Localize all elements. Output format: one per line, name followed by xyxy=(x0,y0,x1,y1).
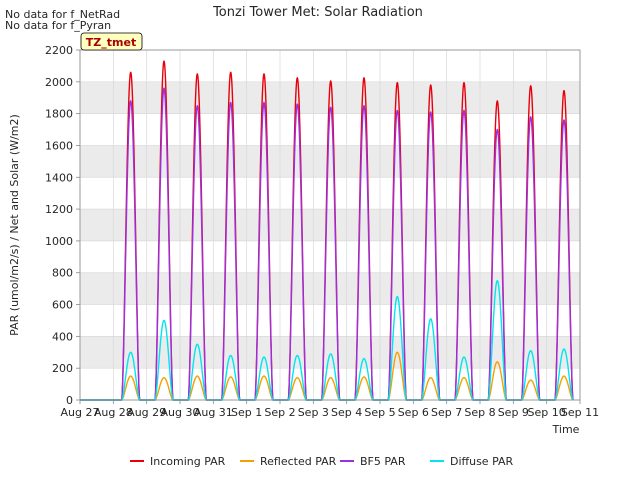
tag-label: TZ_tmet xyxy=(86,36,136,49)
note-no-data-netrad: No data for f_NetRad xyxy=(5,8,120,21)
x-tick-label: Sep 9 xyxy=(498,406,529,419)
x-tick-label: Sep 6 xyxy=(398,406,429,419)
series-lines xyxy=(80,60,574,401)
x-tick-label: Sep 7 xyxy=(431,406,462,419)
legend-label: BF5 PAR xyxy=(360,455,406,468)
x-tick-label: Aug 30 xyxy=(161,406,200,419)
x-tick-label: Aug 28 xyxy=(94,406,133,419)
y-tick-label: 2000 xyxy=(45,76,73,89)
series-line-reflected-par xyxy=(80,351,574,401)
x-tick-label: Aug 31 xyxy=(194,406,233,419)
band xyxy=(80,209,580,241)
x-tick-label: Sep 5 xyxy=(364,406,395,419)
y-axis-label: PAR (umol/m2/s) / Net and Solar (W/m2) xyxy=(8,114,21,336)
x-tick-label: Aug 27 xyxy=(61,406,100,419)
tag-box: TZ_tmet xyxy=(80,32,143,51)
x-tick-label: Sep 1 xyxy=(231,406,262,419)
x-tick-label: Sep 11 xyxy=(561,406,599,419)
x-tick-label: Sep 10 xyxy=(528,406,566,419)
legend-label: Reflected PAR xyxy=(260,455,337,468)
x-tick-label: Aug 29 xyxy=(127,406,166,419)
y-tick-label: 1800 xyxy=(45,108,73,121)
y-tick-label: 400 xyxy=(52,330,73,343)
y-tick-label: 0 xyxy=(66,394,73,407)
y-tick-label: 1000 xyxy=(45,235,73,248)
series-line-incoming-par xyxy=(80,60,574,401)
y-tick-label: 1600 xyxy=(45,139,73,152)
series-line-diffuse-par xyxy=(80,280,574,401)
background-bands xyxy=(80,81,580,369)
legend: Incoming PAR Reflected PAR BF5 PAR Diffuse … xyxy=(130,455,514,468)
x-tick-label: Sep 3 xyxy=(298,406,329,419)
note-no-data-pyran: No data for f_Pyran xyxy=(5,19,111,32)
band xyxy=(80,145,580,178)
x-tick-label: Sep 8 xyxy=(464,406,495,419)
y-tick-label: 1400 xyxy=(45,171,73,184)
plot-frame xyxy=(79,49,581,401)
series-line-bf5-par xyxy=(80,87,574,401)
band xyxy=(80,272,580,305)
y-tick-label: 1200 xyxy=(45,203,73,216)
y-tick-label: 2200 xyxy=(45,44,73,57)
x-tick-label: Sep 4 xyxy=(331,406,362,419)
x-axis-label: Time xyxy=(552,423,580,436)
x-tick-label: Sep 2 xyxy=(264,406,295,419)
y-tick-label: 800 xyxy=(52,267,73,280)
legend-label: Diffuse PAR xyxy=(450,455,514,468)
tick-labels: 0 200 400 600 800 1000 1200 1400 1600 1800 2000 220… xyxy=(45,44,599,419)
legend-label: Incoming PAR xyxy=(150,455,226,468)
chart-title: Tonzi Tower Met: Solar Radiation xyxy=(212,5,423,20)
axes xyxy=(79,49,581,401)
y-tick-label: 200 xyxy=(52,362,73,375)
y-tick-label: 600 xyxy=(52,299,73,312)
